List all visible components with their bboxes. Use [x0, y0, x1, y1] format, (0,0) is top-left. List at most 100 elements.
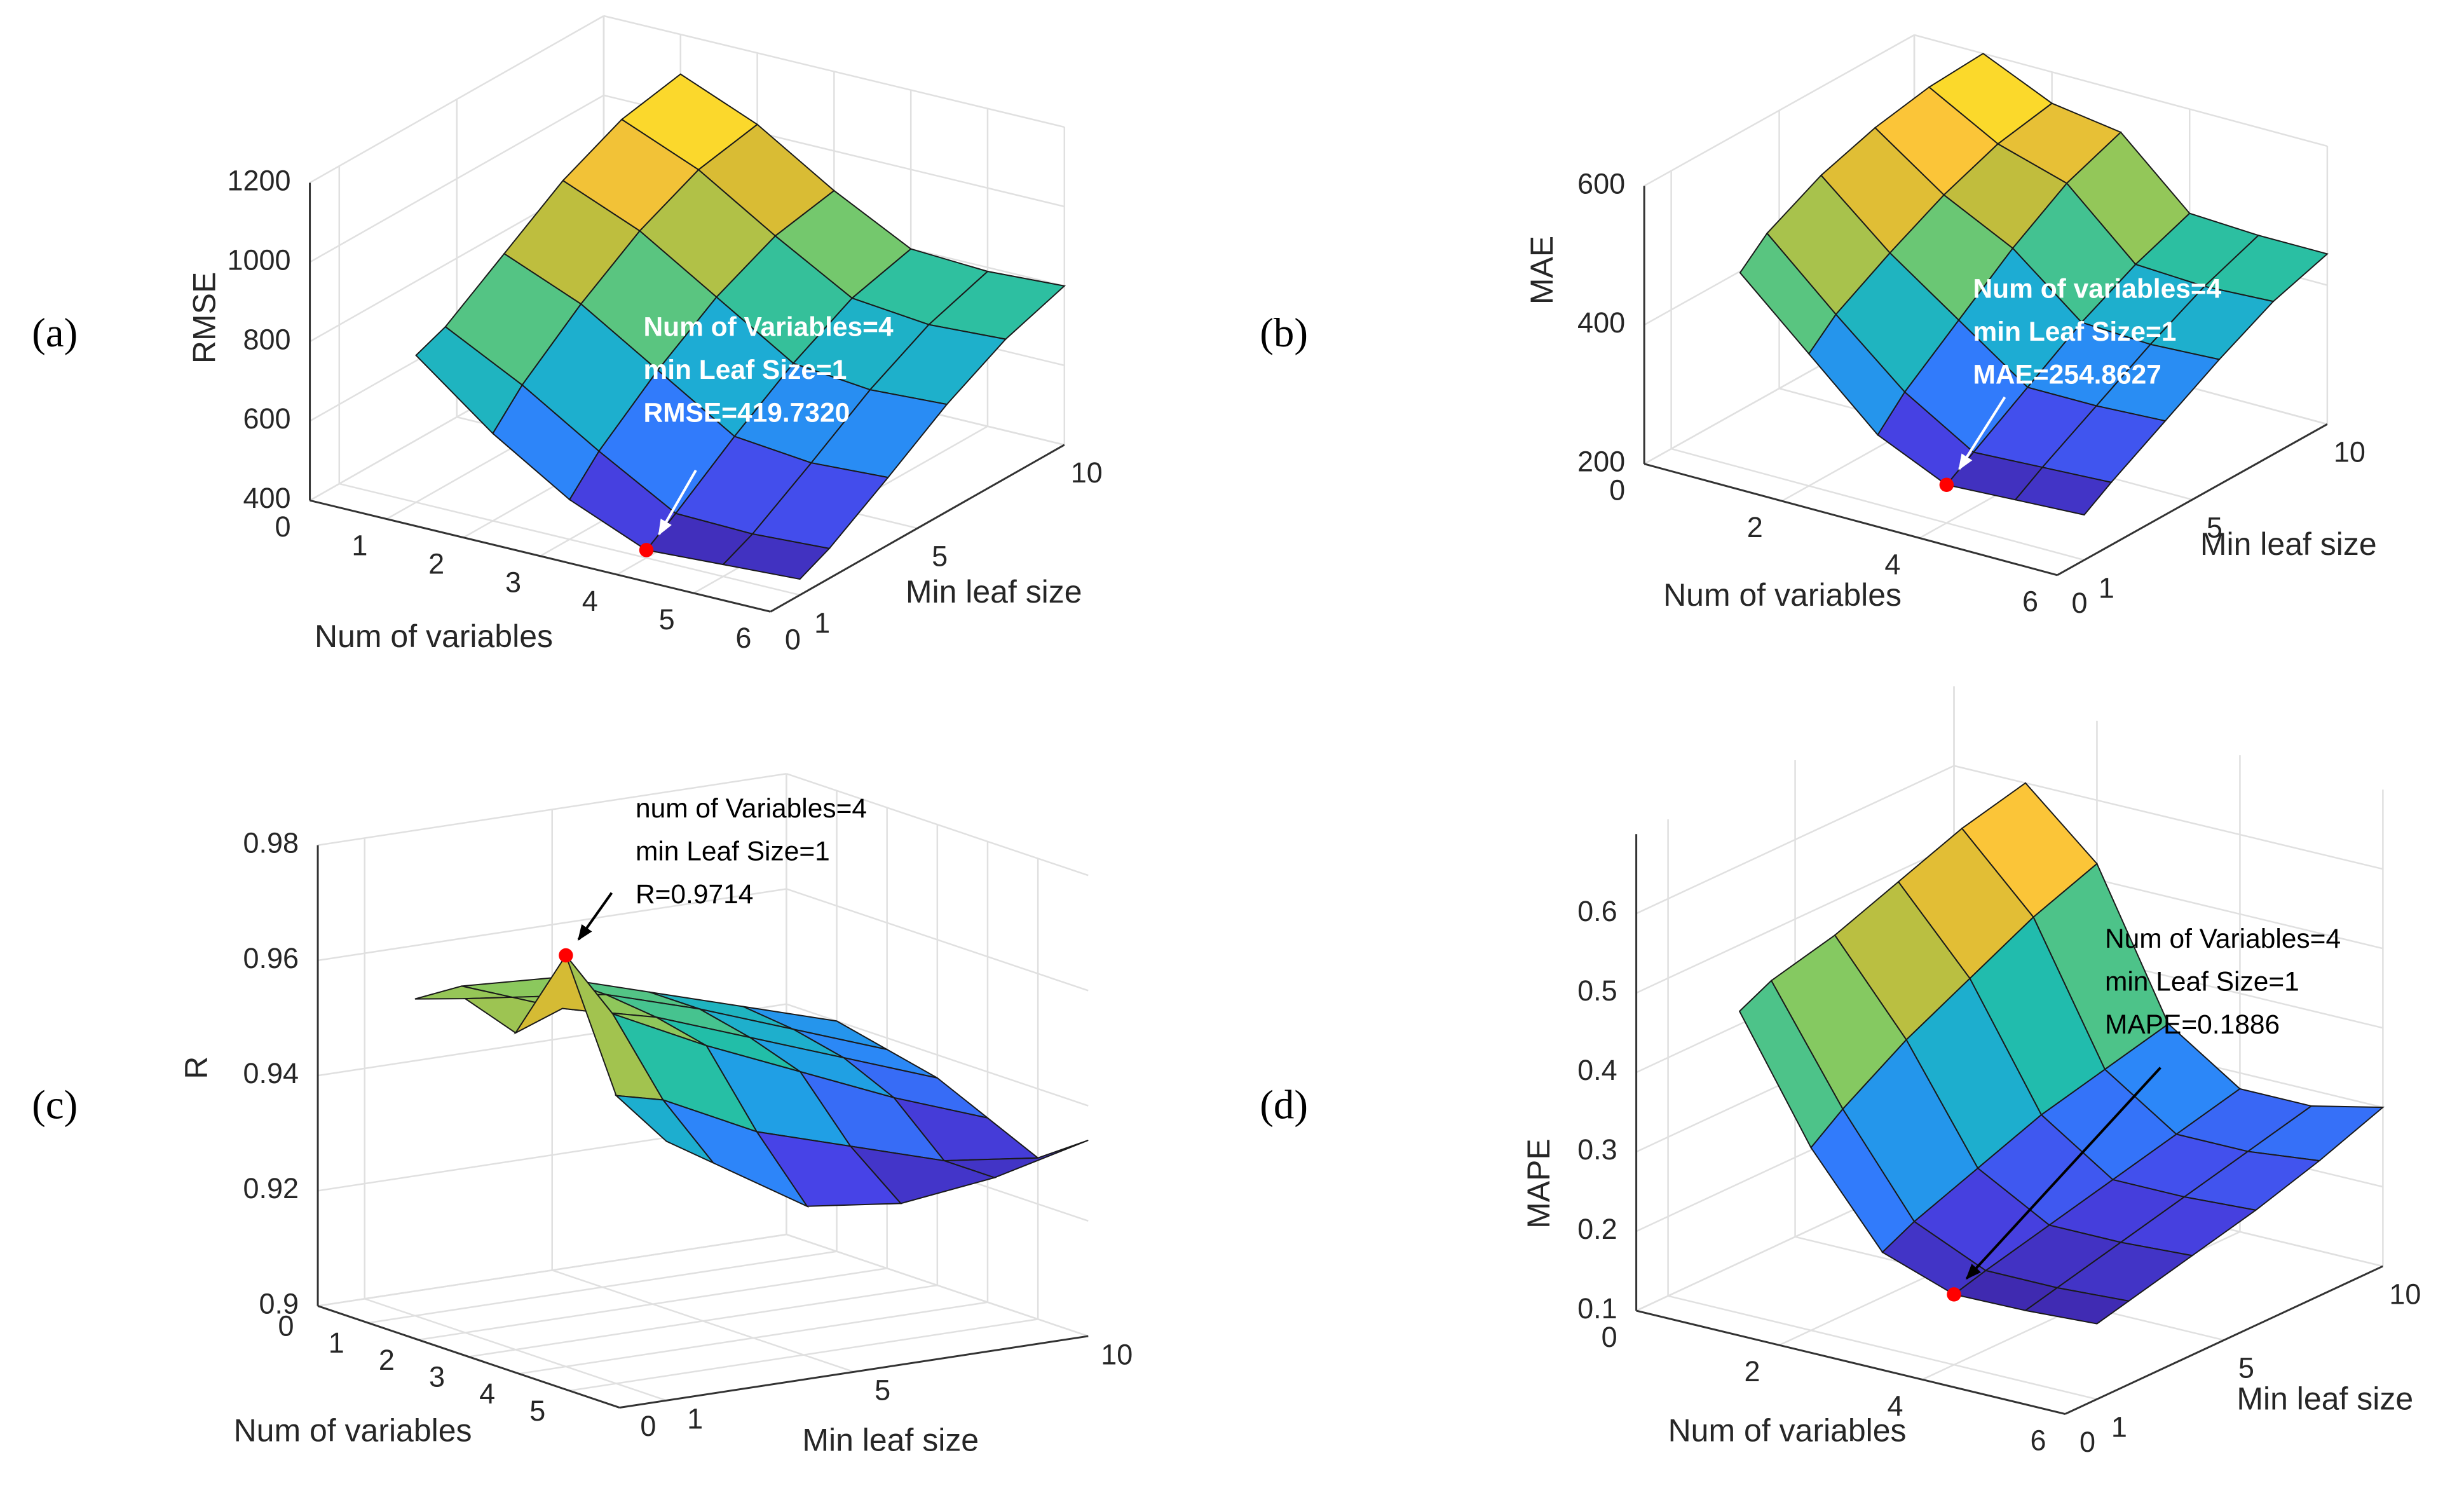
y-tick-label: 1: [687, 1403, 703, 1435]
y-tick-label: 1: [2111, 1411, 2127, 1444]
z-tick-label: 400: [1577, 306, 1625, 339]
annotation-text: MAPE=0.1886: [2105, 1010, 2280, 1040]
z-axis-label: MAPE: [1521, 1138, 1556, 1229]
x-tick-label: 2: [1745, 1355, 1760, 1388]
annotation-marker: [639, 543, 654, 557]
y-axis: [770, 444, 1065, 613]
y-tick-label: 0: [640, 1410, 656, 1442]
y-axis-label: Min leaf size: [906, 574, 1082, 610]
surface-face: [2014, 467, 2113, 516]
x-tick-label: 0: [275, 510, 291, 543]
y-tick-label: 0: [785, 624, 801, 656]
z-tick-label: 0.1: [1577, 1292, 1617, 1325]
z-axis-label: RMSE: [186, 272, 222, 364]
annotation-text: RMSE=419.7320: [643, 399, 850, 428]
y-tick-label: 0: [2071, 587, 2087, 619]
grid-line: [552, 1269, 855, 1373]
x-tick-label: 4: [582, 585, 598, 617]
z-tick-label: 0.94: [243, 1057, 299, 1089]
z-tick-label: 0.96: [243, 942, 299, 974]
annotation-text: Num of Variables=4: [2105, 924, 2341, 954]
annotation-arrow: [1958, 396, 2006, 470]
panel-label: (c): [32, 1082, 78, 1128]
x-tick-label: 6: [735, 622, 751, 654]
annotation-marker: [559, 948, 573, 963]
z-tick-label: 800: [243, 323, 291, 355]
y-tick-label: 1: [814, 606, 830, 639]
z-tick-label: 0.92: [243, 1172, 299, 1205]
x-tick-label: 5: [659, 603, 675, 636]
annotation-text: num of Variables=4: [636, 794, 867, 824]
x-tick-label: 4: [479, 1377, 495, 1410]
y-tick-label: 10: [1071, 456, 1103, 489]
y-tick-label: 5: [2238, 1352, 2254, 1384]
x-tick-label: 4: [1884, 548, 1900, 580]
x-tick-label: 0: [278, 1309, 294, 1342]
y-axis: [2057, 423, 2328, 577]
y-tick-label: 0: [2079, 1426, 2095, 1458]
x-axis: [317, 1305, 620, 1409]
y-tick-label: 1: [2099, 571, 2114, 604]
y-tick-label: 5: [932, 540, 948, 572]
x-axis-label: Num of variables: [234, 1413, 472, 1449]
x-tick-label: 2: [1747, 511, 1763, 543]
z-tick-label: 0.4: [1577, 1054, 1617, 1086]
surface-face: [2024, 1287, 2130, 1325]
y-tick-label: 5: [2207, 511, 2222, 543]
grid-line: [364, 1298, 667, 1402]
z-tick-label: 0.5: [1577, 974, 1617, 1007]
annotation-text: R=0.9714: [636, 880, 753, 910]
panel-label: (a): [32, 310, 78, 356]
panel-label: (d): [1260, 1082, 1308, 1128]
y-tick-label: 10: [1101, 1338, 1133, 1370]
annotation-marker: [1939, 477, 1954, 492]
x-axis: [1636, 1309, 2066, 1415]
x-tick-label: 3: [429, 1360, 445, 1393]
grid-line: [339, 482, 800, 596]
z-tick-label: 0.3: [1577, 1133, 1617, 1166]
x-tick-label: 1: [329, 1327, 344, 1359]
x-tick-label: 6: [2030, 1424, 2046, 1456]
annotation-text: min Leaf Size=1: [2105, 967, 2299, 997]
grid-line: [786, 1233, 1089, 1337]
grid-line: [1668, 1295, 2097, 1400]
x-tick-label: 4: [1888, 1389, 1903, 1422]
z-tick-label: 0.98: [243, 827, 299, 859]
x-tick-label: 1: [351, 529, 367, 561]
grid-line: [1671, 447, 2085, 561]
z-tick-label: 1000: [227, 243, 290, 276]
x-tick-label: 5: [529, 1395, 545, 1427]
annotation-marker: [1947, 1287, 1961, 1302]
annotation-arrow: [1965, 1067, 2161, 1280]
x-axis-label: Num of variables: [1663, 577, 1902, 613]
annotation-arrow: [658, 469, 697, 536]
y-axis-label: Min leaf size: [802, 1423, 979, 1458]
annotation-text: min Leaf Size=1: [636, 836, 830, 866]
x-tick-label: 3: [505, 566, 521, 599]
y-axis: [2064, 1265, 2383, 1415]
annotation-text: MAE=254.8627: [1973, 360, 2161, 390]
y-tick-label: 10: [2334, 436, 2365, 468]
z-tick-label: 1200: [227, 164, 290, 196]
z-tick-label: 0.9: [259, 1287, 299, 1320]
y-axis-label: Min leaf size: [2236, 1381, 2413, 1417]
x-axis-label: Num of variables: [315, 618, 553, 654]
z-axis-label: R: [179, 1056, 214, 1079]
x-axis-label: Num of variables: [1668, 1413, 1907, 1449]
x-tick-label: 0: [1602, 1321, 1617, 1353]
annotation-arrow: [577, 892, 613, 941]
y-axis: [619, 1335, 1089, 1409]
x-tick-label: 6: [2022, 585, 2038, 618]
surface-face: [614, 1095, 714, 1164]
y-tick-label: 10: [2389, 1278, 2421, 1310]
z-tick-label: 600: [1577, 167, 1625, 200]
z-tick-label: 0.6: [1577, 895, 1617, 927]
z-tick-label: 200: [1577, 446, 1625, 478]
panel-label: (b): [1260, 310, 1308, 356]
z-axis-label: MAE: [1524, 236, 1560, 304]
x-axis: [310, 499, 771, 613]
annotation-text: Num of variables=4: [1973, 275, 2222, 304]
x-axis: [1644, 463, 2058, 577]
